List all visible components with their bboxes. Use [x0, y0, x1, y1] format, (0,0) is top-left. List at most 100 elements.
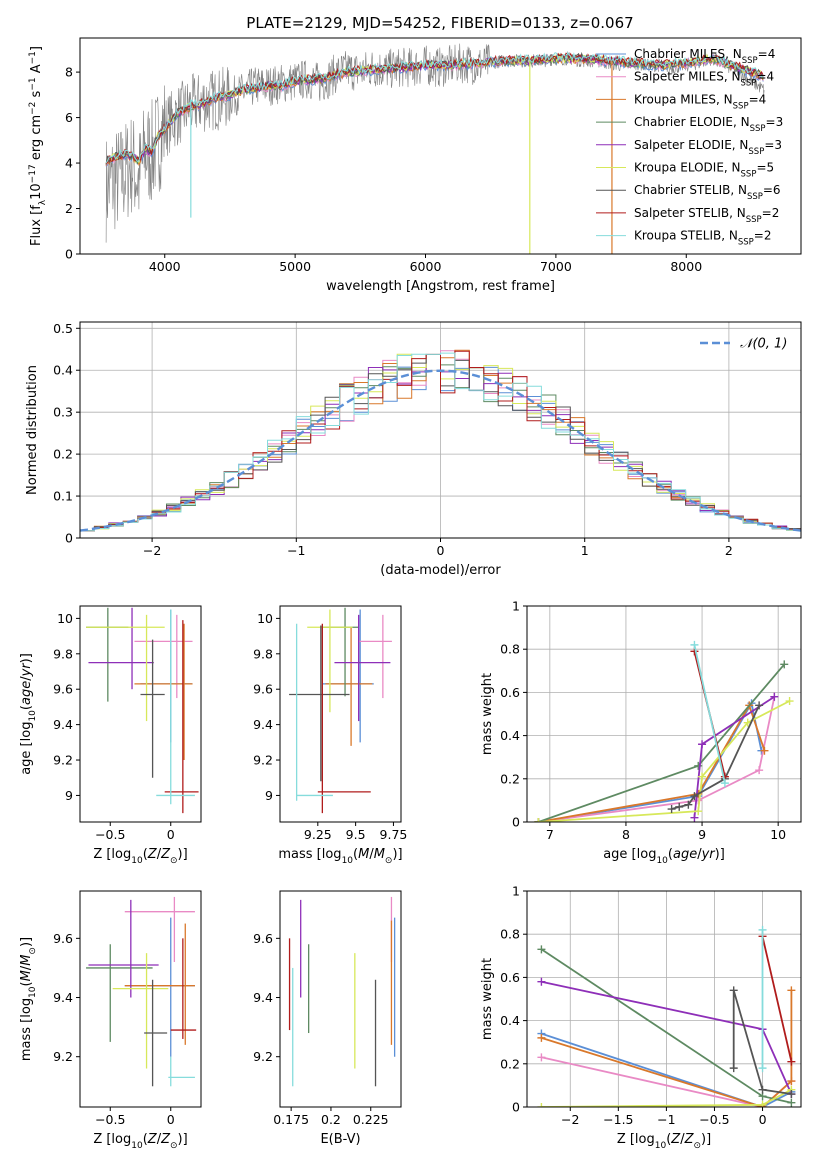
- weight-line: [541, 990, 793, 1107]
- x-tick-label: −1: [287, 543, 305, 558]
- axes-spines: [79, 605, 202, 823]
- x-tick-label: 0.225: [353, 1112, 389, 1127]
- weight-marker: [720, 779, 729, 788]
- error-point: [170, 938, 197, 1039]
- error-point: [289, 625, 350, 782]
- weight-marker: [690, 792, 699, 801]
- weight-marker: [758, 1085, 767, 1094]
- x-tick-label: 9.75: [380, 827, 408, 842]
- x-tick-label: 9.25: [304, 827, 332, 842]
- weight-marker: [667, 805, 676, 814]
- x-tick-label: 1: [581, 543, 589, 558]
- y-tick-label: 1: [512, 599, 520, 614]
- y-tick-label: 9.6: [253, 931, 273, 946]
- axes-spines: [526, 605, 802, 823]
- y-tick-label: 10: [257, 611, 273, 626]
- y-tick-label: 6: [65, 110, 73, 125]
- axes-frame: −0.5 0 9 9.2 9.4 9.6 9.8 10 Z [log10(Z/Z⊙)] age […: [19, 605, 202, 866]
- x-tick-label: 0.175: [273, 1112, 309, 1127]
- y-tick-label: 10: [57, 611, 73, 626]
- legend-label: Chabrier STELIB, NSSP=6: [634, 183, 781, 202]
- error-point: [86, 944, 153, 1042]
- weight-marker: [690, 640, 699, 649]
- y-tick-label: 2: [65, 201, 73, 216]
- x-axis-label: Z [log10(Z/Z⊙)]: [93, 1132, 187, 1151]
- error-point: [140, 609, 193, 743]
- weight-marker: [537, 977, 546, 986]
- y-tick-label: 1: [512, 884, 520, 899]
- weight-marker: [787, 1077, 796, 1086]
- axes-spines: [79, 890, 202, 1108]
- weight-marker: [698, 740, 707, 749]
- x-tick-label: 7000: [540, 259, 572, 274]
- weight-marker: [787, 986, 796, 995]
- weight-marker: [684, 800, 693, 809]
- y-axis-label: mass [log10(M/M⊙)]: [19, 937, 38, 1061]
- error-point: [164, 620, 199, 814]
- x-tick-label: −1.5: [603, 1112, 633, 1127]
- weight-marker: [537, 1103, 546, 1107]
- weight-marker: [675, 802, 684, 811]
- weight-marker: [760, 746, 769, 755]
- weight-line: [538, 696, 776, 822]
- y-tick-label: 0.2: [500, 771, 520, 786]
- x-tick-label: 0: [437, 543, 445, 558]
- x-tick-label: 9: [698, 827, 706, 842]
- legend-label: Chabrier ELODIE, NSSP=3: [634, 115, 783, 134]
- y-tick-label: 9: [265, 788, 273, 803]
- x-tick-label: 2: [725, 543, 733, 558]
- error-point: [317, 623, 371, 814]
- x-tick-label: 0: [759, 1112, 767, 1127]
- x-tick-label: −0.5: [699, 1112, 729, 1127]
- x-axis-label: Z [log10(Z/Z⊙)]: [617, 1132, 711, 1151]
- y-tick-label: 0.2: [500, 1056, 520, 1071]
- error-point: [322, 607, 359, 697]
- error-point: [124, 923, 195, 1045]
- x-tick-label: 0: [167, 1112, 175, 1127]
- y-tick-label: 9.4: [53, 990, 73, 1005]
- y-tick-label: 0.8: [500, 927, 520, 942]
- panel-age-vs-mass: 9.25 9.5 9.75 9 9.2 9.4 9.6 9.8 10 mass [log10(M/…: [253, 605, 408, 866]
- axes-spines: [279, 890, 402, 1108]
- grid-lines: [527, 605, 801, 823]
- x-axis-label: mass [log10(M/M⊙)]: [278, 847, 402, 866]
- weight-marker: [729, 986, 738, 995]
- y-tick-label: 0.8: [500, 642, 520, 657]
- plot-area: [80, 349, 801, 532]
- error-point: [124, 917, 195, 1057]
- y-tick-label: 9.2: [53, 1049, 73, 1064]
- residual-legend: 𝒩(0, 1): [700, 337, 787, 352]
- x-tick-label: −2: [561, 1112, 579, 1127]
- panel-weight-vs-Z: −2 −1.5 −1 −0.5 0 0 0.2 0.4 0.6 0.8 1 Z [log10(Z/Z⊙…: [480, 884, 802, 1151]
- y-tick-label: 9: [65, 788, 73, 803]
- weight-line: [538, 663, 785, 822]
- weight-marker: [534, 818, 543, 822]
- error-point: [134, 623, 193, 761]
- x-tick-label: −2: [143, 543, 161, 558]
- weight-line: [693, 644, 726, 784]
- model-spectrum: [105, 51, 764, 164]
- weight-marker: [537, 945, 546, 954]
- legend-label: Salpeter MILES, NSSP=4: [634, 70, 774, 89]
- y-axis-label: mass weight: [480, 673, 495, 755]
- legend-label: Kroupa MILES, NSSP=4: [634, 92, 766, 111]
- plot-area: [537, 925, 796, 1107]
- weight-marker: [729, 1064, 738, 1073]
- axes-spines: [279, 605, 402, 823]
- y-axis-label: Normed distribution: [25, 365, 40, 495]
- y-tick-label: 9.2: [53, 753, 73, 768]
- y-axis-label: age [log10(age/yr)]: [19, 653, 38, 775]
- weight-marker: [755, 701, 764, 710]
- spectrum-legend: Chabrier MILES, NSSP=4 Salpeter MILES, NS…: [596, 47, 783, 248]
- x-tick-label: 0.2: [321, 1112, 341, 1127]
- weight-marker: [787, 1057, 796, 1066]
- weight-marker: [694, 807, 703, 816]
- y-tick-label: 0.3: [53, 405, 73, 420]
- weight-marker: [758, 1100, 767, 1107]
- x-tick-label: −0.5: [95, 1112, 125, 1127]
- legend-label: 𝒩(0, 1): [740, 337, 787, 352]
- x-axis-label: wavelength [Angstrom, rest frame]: [326, 279, 555, 294]
- plot-area: [288, 896, 396, 1087]
- panel-spectrum: 4000 5000 6000 7000 8000 0 2 4 6 8 wavelength [Ang…: [28, 37, 802, 294]
